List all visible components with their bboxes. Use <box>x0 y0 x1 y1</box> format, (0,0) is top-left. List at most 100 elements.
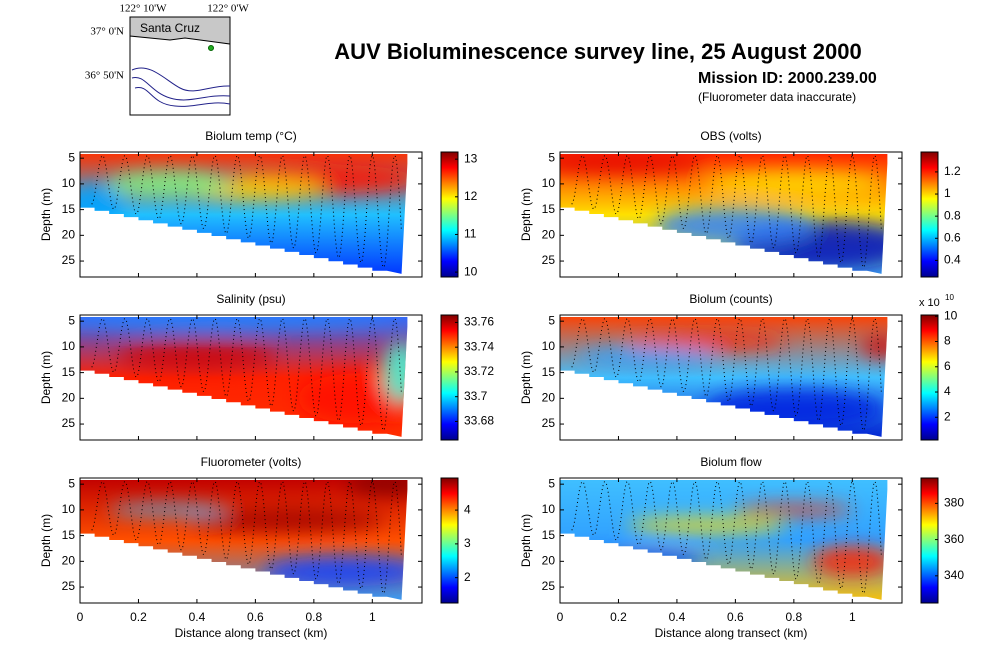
field-blob <box>703 171 884 196</box>
x-axis-label: Distance along transect (km) <box>655 626 808 640</box>
colorbar-tick-label: 33.72 <box>464 364 494 378</box>
field <box>80 154 408 274</box>
map-lon-label: 122° 0'W <box>207 3 249 15</box>
field-blob <box>577 347 718 368</box>
colorbar-tick-label: 4 <box>464 502 471 516</box>
y-tick-label: 15 <box>542 365 556 379</box>
x-tick-label: 0.8 <box>786 610 803 624</box>
panel: Fluorometer (volts) Depth (m) 5 10 15 20 25 0 0.… <box>39 455 471 640</box>
colorbar-tick-label: 33.7 <box>464 389 488 403</box>
y-axis-label: Depth (m) <box>39 351 53 404</box>
colorbar-tick-label: 0.4 <box>944 253 961 267</box>
site-marker <box>208 45 214 51</box>
y-tick-label: 25 <box>62 416 76 430</box>
panel: Biolum temp (°C) Depth (m) 5 10 15 20 25 10 11 12… <box>39 129 478 278</box>
field-blobs <box>80 164 408 225</box>
colorbar-tick-label: 3 <box>464 536 471 550</box>
panel-title: OBS (volts) <box>700 129 761 143</box>
x-tick-label: 0.6 <box>247 610 264 624</box>
field <box>560 480 888 600</box>
y-tick-label: 15 <box>62 202 76 216</box>
field-blobs <box>107 480 408 587</box>
colorbar <box>440 314 459 441</box>
y-tick-label: 10 <box>62 176 76 190</box>
colorbar-tick-label: 0.8 <box>944 208 961 222</box>
field <box>80 317 408 437</box>
y-tick-label: 15 <box>542 202 556 216</box>
panel: Salinity (psu) Depth (m) 5 10 15 20 25 33.68 33.… <box>39 292 494 441</box>
field <box>80 480 408 600</box>
coastline <box>129 16 231 45</box>
axes-frame <box>79 314 423 441</box>
colorbar-tick-label: 2 <box>464 570 471 584</box>
y-tick-label: 20 <box>542 554 556 568</box>
field-blob <box>861 336 888 357</box>
field-blob <box>626 517 787 534</box>
figure-title: AUV Bioluminescence survey line, 25 Augu… <box>334 39 861 64</box>
map-inset: Santa Cruz 122° 10'W 122° 0'W 37° 0'N 36… <box>85 3 249 116</box>
field-blob <box>655 207 816 244</box>
x-tick-label: 0 <box>557 610 564 624</box>
y-tick-label: 15 <box>62 365 76 379</box>
x-tick-label: 0.4 <box>669 610 686 624</box>
colorbar-multiplier: x 10 <box>919 297 940 309</box>
y-tick-label: 20 <box>542 228 556 242</box>
colorbar-tick-label: 11 <box>464 227 477 241</box>
y-tick-label: 25 <box>62 253 76 267</box>
map-lat-label: 36° 50'N <box>85 70 124 82</box>
y-tick-label: 5 <box>548 150 555 164</box>
colorbar-tick-label: 10 <box>464 264 478 278</box>
colorbar-tick-label: 33.74 <box>464 339 494 353</box>
field-blob <box>184 508 385 533</box>
y-tick-label: 10 <box>62 339 76 353</box>
colorbar-power: 10 <box>945 293 954 302</box>
x-tick-label: 0.4 <box>189 610 206 624</box>
mission-id: Mission ID: 2000.239.00 <box>698 70 877 87</box>
colorbar-tick-label: 8 <box>944 334 951 348</box>
colorbar-tick-label: 33.68 <box>464 414 494 428</box>
colorbar-tick-label: 10 <box>944 308 958 322</box>
colorbar <box>440 151 459 278</box>
axes-frame <box>559 151 903 278</box>
colorbar-tick-label: 2 <box>944 409 951 423</box>
colorbar-tick-label: 33.76 <box>464 315 494 329</box>
colorbar-tick-label: 340 <box>944 568 964 582</box>
y-tick-label: 10 <box>542 339 556 353</box>
colorbar <box>440 477 459 604</box>
field <box>560 317 888 437</box>
colorbar-tick-label: 12 <box>464 189 478 203</box>
x-tick-label: 0.2 <box>610 610 627 624</box>
x-axis-label: Distance along transect (km) <box>175 626 328 640</box>
map-lon-label: 122° 10'W <box>119 3 167 15</box>
y-tick-label: 5 <box>548 476 555 490</box>
field <box>560 154 888 274</box>
colorbar-tick-label: 13 <box>464 151 478 165</box>
y-tick-label: 15 <box>62 528 76 542</box>
contour <box>131 76 231 101</box>
y-tick-label: 10 <box>62 502 76 516</box>
y-tick-label: 25 <box>542 253 556 267</box>
axes-frame <box>79 477 423 604</box>
colorbar-tick-label: 0.6 <box>944 230 961 244</box>
field-blob <box>346 480 408 495</box>
field-blob <box>626 333 787 350</box>
field-blob <box>563 551 704 572</box>
colorbar <box>920 314 939 441</box>
y-tick-label: 25 <box>62 579 76 593</box>
panel-title: Salinity (psu) <box>216 292 285 306</box>
colorbar-tick-label: 6 <box>944 359 951 373</box>
panel: Biolum (counts) Depth (m) 5 10 15 20 25 2 4 6 8 10 x… <box>519 292 958 441</box>
colorbar-tick-label: 4 <box>944 384 951 398</box>
map-lat-label: 37° 0'N <box>90 26 124 38</box>
y-axis-label: Depth (m) <box>519 514 533 567</box>
field-base <box>560 480 888 600</box>
y-axis-label: Depth (m) <box>39 514 53 567</box>
contour <box>131 67 231 92</box>
note: (Fluorometer data inaccurate) <box>698 90 856 104</box>
field-blob <box>107 171 228 196</box>
panel-title: Fluorometer (volts) <box>201 455 302 469</box>
field-blob <box>733 503 854 516</box>
panel-title: Biolum temp (°C) <box>205 129 296 143</box>
y-tick-label: 25 <box>542 416 556 430</box>
